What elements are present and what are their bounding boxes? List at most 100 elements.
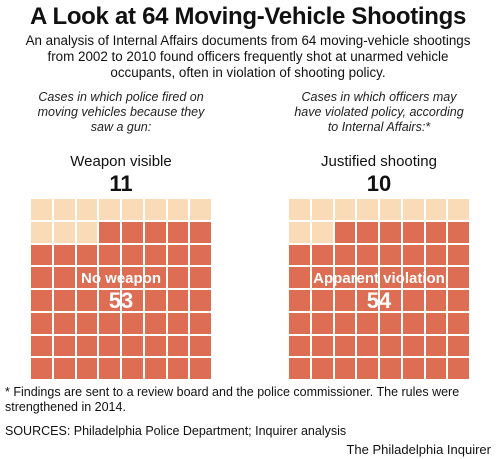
waffle-cell-base xyxy=(357,221,378,243)
waffle-cell-base xyxy=(334,312,356,334)
waffle-cell-highlight xyxy=(190,199,211,220)
footnote: * Findings are sent to a review board an… xyxy=(5,385,460,414)
waffle-cell-base xyxy=(53,358,75,379)
waffle-cell-highlight xyxy=(99,199,120,220)
waffle-cell-highlight xyxy=(167,199,189,220)
waffle-cell-base xyxy=(357,267,378,288)
waffle-cell-base xyxy=(334,358,356,379)
highlight-value: 10 xyxy=(366,171,392,196)
panel-caption: Cases in which officers may have violate… xyxy=(294,90,464,134)
waffle-cell-base xyxy=(380,221,401,243)
waffle-cell-base xyxy=(448,267,469,288)
waffle-cell-base xyxy=(425,221,447,243)
waffle-cell-base xyxy=(31,358,52,379)
waffle-cell-base xyxy=(31,312,52,334)
waffle-cell-highlight xyxy=(425,199,447,220)
waffle-cell-base xyxy=(334,244,356,266)
waffle-cell-base xyxy=(167,335,189,357)
waffle-cell-base xyxy=(425,335,447,357)
chart-title: A Look at 64 Moving-Vehicle Shootings xyxy=(29,3,467,30)
waffle-cell-base xyxy=(31,267,52,288)
waffle-panel-weapon: Cases in which police fired on moving ve… xyxy=(31,90,211,379)
waffle-cell-base xyxy=(402,267,424,288)
waffle-cell-base xyxy=(311,358,333,379)
waffle-cell-base xyxy=(122,335,143,357)
waffle-cell-base xyxy=(402,358,424,379)
waffle-cell-base xyxy=(425,290,447,311)
waffle-cell-base xyxy=(448,290,469,311)
waffle-grid xyxy=(289,199,469,379)
waffle-cell-base xyxy=(334,221,356,243)
waffle-cell-highlight xyxy=(311,221,333,243)
waffle-cell-base xyxy=(357,312,378,334)
waffle-panel-policy: Cases in which officers may have violate… xyxy=(289,90,469,379)
waffle-cell-base xyxy=(76,290,98,311)
waffle-cell-base xyxy=(311,335,333,357)
sources: SOURCES: Philadelphia Police Department;… xyxy=(5,424,347,438)
waffle-cell-base xyxy=(289,358,310,379)
waffle-cell-base xyxy=(167,244,189,266)
waffle-cell-highlight xyxy=(53,221,75,243)
waffle-cell-base xyxy=(402,221,424,243)
waffle-cell-base xyxy=(289,267,310,288)
waffle-cell-base xyxy=(99,244,120,266)
waffle-cell-base xyxy=(53,335,75,357)
waffle-cell-base xyxy=(380,335,401,357)
waffle-cell-base xyxy=(31,244,52,266)
waffle-cell-base xyxy=(402,312,424,334)
waffle-cell-base xyxy=(167,290,189,311)
waffle-cell-base xyxy=(402,290,424,311)
waffle-cell-base xyxy=(190,358,211,379)
waffle-cell-base xyxy=(425,358,447,379)
waffle-cell-base xyxy=(76,244,98,266)
waffle-cell-base xyxy=(289,244,310,266)
waffle-cell-base xyxy=(334,335,356,357)
waffle-cell-base xyxy=(167,221,189,243)
waffle-cell-base xyxy=(334,267,356,288)
waffle-cell-base xyxy=(448,358,469,379)
waffle-cell-base xyxy=(190,267,211,288)
waffle-cell-base xyxy=(99,358,120,379)
waffle-cell-base xyxy=(357,335,378,357)
panel-caption: Cases in which police fired on moving ve… xyxy=(37,90,205,134)
waffle-cell-base xyxy=(334,290,356,311)
waffle-cell-highlight xyxy=(31,199,52,220)
waffle-cell-highlight xyxy=(76,221,98,243)
waffle-cell-base xyxy=(99,335,120,357)
waffle-cell-base xyxy=(144,312,166,334)
waffle-cell-base xyxy=(76,358,98,379)
waffle-cell-base xyxy=(311,244,333,266)
waffle-cell-base xyxy=(53,312,75,334)
waffle-cell-highlight xyxy=(357,199,378,220)
waffle-cell-base xyxy=(380,267,401,288)
credit: The Philadelphia Inquirer xyxy=(346,442,491,457)
waffle-cell-base xyxy=(144,335,166,357)
waffle-cell-highlight xyxy=(289,221,310,243)
waffle-cell-base xyxy=(380,290,401,311)
waffle-cell-base xyxy=(380,244,401,266)
waffle-cell-base xyxy=(380,312,401,334)
waffle-cell-base xyxy=(122,312,143,334)
waffle-cell-base xyxy=(425,244,447,266)
waffle-cell-base xyxy=(167,267,189,288)
waffle-cell-highlight xyxy=(334,199,356,220)
waffle-cell-base xyxy=(99,221,120,243)
waffle-cell-base xyxy=(144,267,166,288)
waffle-cell-base xyxy=(289,335,310,357)
waffle-cell-base xyxy=(53,267,75,288)
waffle-cell-base xyxy=(144,290,166,311)
waffle-cell-base xyxy=(311,312,333,334)
waffle-cell-base xyxy=(311,267,333,288)
highlight-value: 11 xyxy=(109,171,133,196)
waffle-cell-base xyxy=(122,221,143,243)
waffle-cell-highlight xyxy=(144,199,166,220)
highlight-label: Justified shooting xyxy=(321,153,437,170)
waffle-cell-base xyxy=(122,358,143,379)
waffle-cell-base xyxy=(402,335,424,357)
waffle-cell-base xyxy=(289,290,310,311)
waffle-cell-base xyxy=(190,244,211,266)
waffle-cell-highlight xyxy=(289,199,310,220)
highlight-label: Weapon visible xyxy=(70,153,172,170)
waffle-cell-base xyxy=(190,290,211,311)
waffle-cell-base xyxy=(99,290,120,311)
